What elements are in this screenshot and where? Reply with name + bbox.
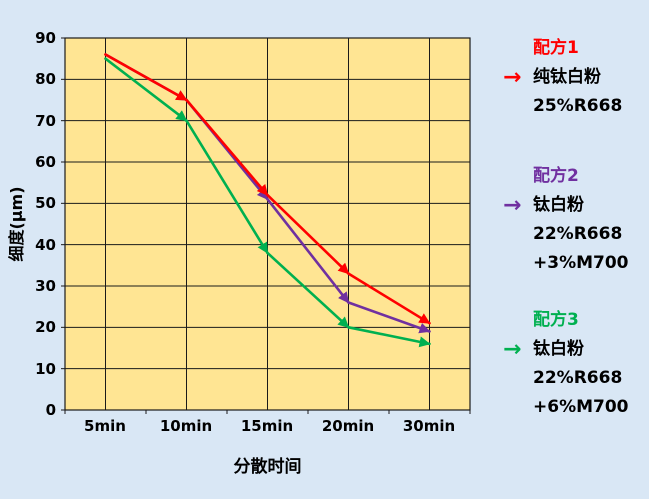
legend-line: 22%R668 [533,224,623,244]
y-tick-label: 90 [35,29,56,47]
legend-arrow-icon: → [503,193,522,218]
y-tick-label: 20 [35,318,56,336]
legend-arrow-icon: → [503,337,522,362]
legend-line: 22%R668 [533,368,623,388]
legend-arrow-icon: → [503,65,522,90]
legend-line: 钛白粉 [533,195,584,215]
legend-item-3: 配方3 → 钛白粉 22%R668 +6%M700 [503,306,649,422]
y-tick-label: 50 [35,194,56,212]
x-tick-label: 15min [240,417,294,435]
legend-item-2-title: 配方2 [533,166,579,186]
x-axis-title: 分散时间 [233,457,302,477]
x-tick-label: 10min [159,417,213,435]
y-tick-label: 0 [45,401,56,419]
y-tick-label: 40 [35,236,56,254]
y-tick-label: 10 [35,360,56,378]
y-tick-label: 80 [35,70,56,88]
y-tick-label: 30 [35,277,56,295]
x-tick-label: 5min [84,417,126,435]
x-tick-label: 20min [321,417,375,435]
legend-line: 钛白粉 [533,339,584,359]
legend-line: +3%M700 [533,253,629,273]
y-tick-label: 60 [35,153,56,171]
legend-line: 25%R668 [533,96,623,116]
x-tick-label: 30min [402,417,456,435]
legend-item-2: 配方2 → 钛白粉 22%R668 +3%M700 [503,162,649,278]
legend-item-3-title: 配方3 [533,310,579,330]
legend-item-1-title: 配方1 [533,38,579,58]
y-tick-label: 70 [35,112,56,130]
legend-item-1: 配方1 → 纯钛白粉 25%R668 [503,34,649,121]
legend-line: +6%M700 [533,397,629,417]
legend-line: 纯钛白粉 [533,67,601,87]
